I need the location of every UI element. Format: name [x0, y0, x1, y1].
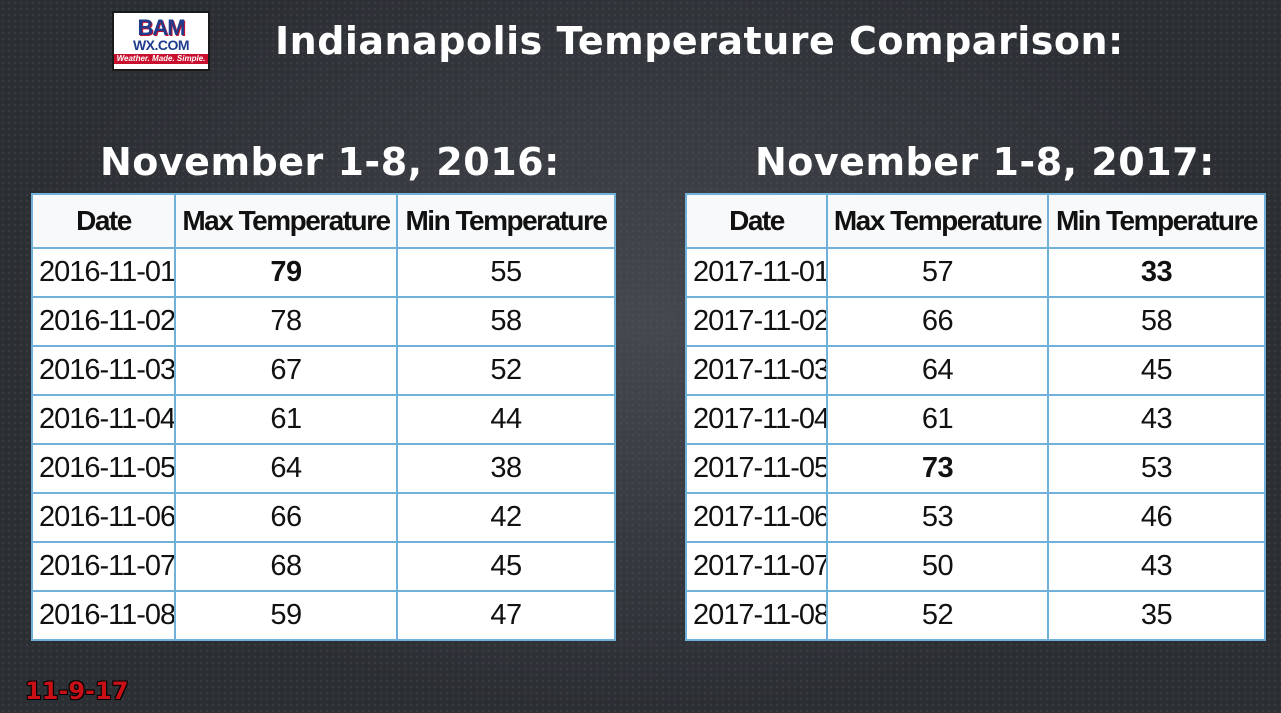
- column-header-date: Date: [685, 193, 828, 249]
- bamwx-logo: BAM WX.COM Weather. Made. Simple.: [112, 11, 210, 71]
- temperature-table-2017: Date Max Temperature Min Temperature 201…: [685, 193, 1266, 641]
- table-row: 2016-11-08 59 47: [31, 590, 616, 641]
- max-temperature-cell-highlight-high: 79: [174, 247, 398, 298]
- max-temperature-cell: 67: [174, 345, 398, 396]
- date-cell: 2017-11-06: [685, 492, 828, 543]
- table-row: 2016-11-03 67 52: [31, 345, 616, 396]
- max-temperature-cell: 64: [826, 345, 1049, 396]
- date-cell: 2016-11-06: [31, 492, 176, 543]
- max-temperature-cell: 57: [826, 247, 1049, 298]
- date-cell: 2016-11-04: [31, 394, 176, 445]
- max-temperature-cell: 64: [174, 443, 398, 494]
- left-table-heading: November 1-8, 2016:: [100, 140, 560, 184]
- max-temperature-cell: 52: [826, 590, 1049, 641]
- right-table-heading: November 1-8, 2017:: [755, 140, 1215, 184]
- min-temperature-cell: 52: [396, 345, 616, 396]
- column-header-min-temperature: Min Temperature: [1047, 193, 1266, 249]
- min-temperature-cell: 46: [1047, 492, 1266, 543]
- table-row: 2017-11-05 73 53: [685, 443, 1266, 494]
- max-temperature-cell: 53: [826, 492, 1049, 543]
- min-temperature-cell: 44: [396, 394, 616, 445]
- min-temperature-cell: 43: [1047, 541, 1266, 592]
- date-cell: 2016-11-01: [31, 247, 176, 298]
- table-header-row: Date Max Temperature Min Temperature: [31, 193, 616, 249]
- table-header-row: Date Max Temperature Min Temperature: [685, 193, 1266, 249]
- table-row: 2017-11-06 53 46: [685, 492, 1266, 543]
- date-cell: 2017-11-07: [685, 541, 828, 592]
- min-temperature-cell: 35: [1047, 590, 1266, 641]
- date-cell: 2017-11-05: [685, 443, 828, 494]
- date-cell: 2017-11-08: [685, 590, 828, 641]
- date-cell: 2016-11-03: [31, 345, 176, 396]
- column-header-date: Date: [31, 193, 176, 249]
- max-temperature-cell: 50: [826, 541, 1049, 592]
- table-row: 2017-11-07 50 43: [685, 541, 1266, 592]
- min-temperature-cell: 53: [1047, 443, 1266, 494]
- date-cell: 2017-11-03: [685, 345, 828, 396]
- min-temperature-cell: 45: [1047, 345, 1266, 396]
- max-temperature-cell-highlight-high: 73: [826, 443, 1049, 494]
- table-row: 2016-11-04 61 44: [31, 394, 616, 445]
- min-temperature-cell: 38: [396, 443, 616, 494]
- page-title: Indianapolis Temperature Comparison:: [275, 19, 1124, 63]
- date-cell: 2017-11-02: [685, 296, 828, 347]
- table-row: 2016-11-05 64 38: [31, 443, 616, 494]
- max-temperature-cell: 66: [826, 296, 1049, 347]
- min-temperature-cell: 43: [1047, 394, 1266, 445]
- max-temperature-cell: 78: [174, 296, 398, 347]
- column-header-max-temperature: Max Temperature: [826, 193, 1049, 249]
- min-temperature-cell: 58: [1047, 296, 1266, 347]
- table-row: 2016-11-02 78 58: [31, 296, 616, 347]
- date-cell: 2017-11-01: [685, 247, 828, 298]
- max-temperature-cell: 59: [174, 590, 398, 641]
- max-temperature-cell: 61: [826, 394, 1049, 445]
- min-temperature-cell: 47: [396, 590, 616, 641]
- min-temperature-cell: 45: [396, 541, 616, 592]
- table-row: 2017-11-08 52 35: [685, 590, 1266, 641]
- logo-text-wxcom: WX.COM: [132, 37, 190, 53]
- logo-tagline: Weather. Made. Simple.: [114, 54, 208, 64]
- table-row: 2017-11-02 66 58: [685, 296, 1266, 347]
- date-cell: 2017-11-04: [685, 394, 828, 445]
- table-row: 2017-11-03 64 45: [685, 345, 1266, 396]
- temperature-table-2016: Date Max Temperature Min Temperature 201…: [31, 193, 616, 641]
- min-temperature-cell: 55: [396, 247, 616, 298]
- date-cell: 2016-11-08: [31, 590, 176, 641]
- date-cell: 2016-11-02: [31, 296, 176, 347]
- min-temperature-cell: 58: [396, 296, 616, 347]
- table-row: 2017-11-01 57 33: [685, 247, 1266, 298]
- table-row: 2016-11-01 79 55: [31, 247, 616, 298]
- max-temperature-cell: 68: [174, 541, 398, 592]
- date-cell: 2016-11-05: [31, 443, 176, 494]
- column-header-max-temperature: Max Temperature: [174, 193, 398, 249]
- max-temperature-cell: 61: [174, 394, 398, 445]
- footer-date: 11-9-17: [25, 677, 129, 705]
- column-header-min-temperature: Min Temperature: [396, 193, 616, 249]
- table-row: 2017-11-04 61 43: [685, 394, 1266, 445]
- table-row: 2016-11-07 68 45: [31, 541, 616, 592]
- date-cell: 2016-11-07: [31, 541, 176, 592]
- max-temperature-cell: 66: [174, 492, 398, 543]
- table-row: 2016-11-06 66 42: [31, 492, 616, 543]
- min-temperature-cell: 42: [396, 492, 616, 543]
- min-temperature-cell-highlight-low: 33: [1047, 247, 1266, 298]
- logo-text-bam: BAM: [137, 15, 185, 40]
